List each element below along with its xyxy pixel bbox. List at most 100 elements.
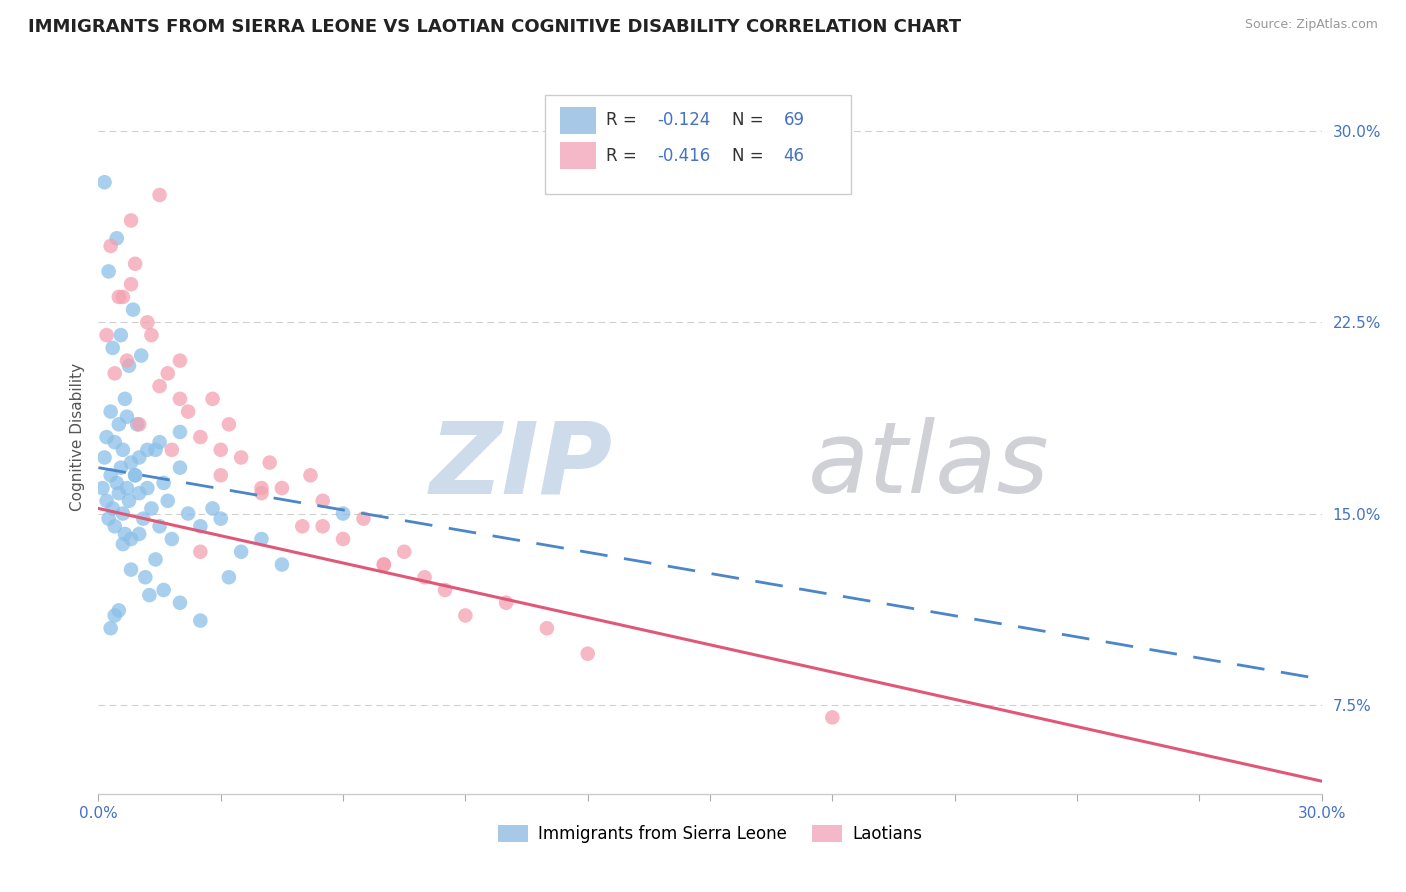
Point bbox=[270, 481, 294, 495]
Point bbox=[104, 435, 127, 450]
Point bbox=[114, 392, 136, 406]
Point bbox=[120, 563, 142, 577]
Point bbox=[250, 481, 273, 495]
Point bbox=[145, 552, 167, 566]
Point bbox=[105, 231, 128, 245]
Point bbox=[100, 621, 122, 635]
Point bbox=[101, 341, 124, 355]
Point bbox=[169, 392, 191, 406]
Text: R =: R = bbox=[606, 147, 643, 165]
Point bbox=[93, 450, 115, 465]
Point bbox=[454, 608, 477, 623]
Text: N =: N = bbox=[733, 147, 769, 165]
Point bbox=[433, 582, 456, 597]
Point bbox=[122, 302, 145, 317]
Point bbox=[270, 558, 294, 572]
Point bbox=[100, 468, 122, 483]
Point bbox=[291, 519, 314, 533]
Point bbox=[91, 481, 114, 495]
Text: R =: R = bbox=[606, 112, 643, 129]
Point bbox=[332, 507, 354, 521]
Point bbox=[115, 409, 138, 424]
Point bbox=[136, 481, 159, 495]
Point bbox=[127, 417, 149, 432]
Point bbox=[120, 213, 142, 227]
Point bbox=[209, 468, 232, 483]
Point bbox=[97, 264, 120, 278]
Point bbox=[111, 537, 134, 551]
Point bbox=[114, 527, 136, 541]
Point bbox=[156, 367, 179, 381]
FancyBboxPatch shape bbox=[560, 143, 596, 169]
Y-axis label: Cognitive Disability: Cognitive Disability bbox=[69, 363, 84, 511]
Text: -0.416: -0.416 bbox=[658, 147, 710, 165]
Point bbox=[188, 545, 212, 559]
Point bbox=[152, 582, 174, 597]
Point bbox=[124, 468, 146, 483]
Point bbox=[100, 239, 122, 253]
Point bbox=[128, 450, 150, 465]
Point bbox=[115, 481, 138, 495]
Point bbox=[156, 493, 179, 508]
Point bbox=[536, 621, 558, 635]
Point bbox=[392, 545, 416, 559]
Point bbox=[101, 501, 124, 516]
Point bbox=[110, 460, 132, 475]
Point bbox=[120, 532, 142, 546]
Point bbox=[209, 442, 232, 457]
Point bbox=[111, 507, 134, 521]
Point bbox=[128, 486, 150, 500]
Point bbox=[141, 328, 163, 343]
Point bbox=[495, 596, 517, 610]
Text: 46: 46 bbox=[783, 147, 804, 165]
Point bbox=[134, 570, 156, 584]
Point bbox=[177, 507, 200, 521]
Point bbox=[218, 570, 240, 584]
Point bbox=[129, 349, 152, 363]
Point bbox=[312, 493, 335, 508]
Text: -0.124: -0.124 bbox=[658, 112, 711, 129]
Point bbox=[93, 175, 115, 189]
Point bbox=[124, 257, 146, 271]
Point bbox=[188, 519, 212, 533]
Point bbox=[111, 290, 134, 304]
Point bbox=[104, 519, 127, 533]
Point bbox=[96, 328, 118, 343]
Point bbox=[299, 468, 322, 483]
Point bbox=[105, 475, 128, 490]
Legend: Immigrants from Sierra Leone, Laotians: Immigrants from Sierra Leone, Laotians bbox=[492, 818, 928, 850]
Point bbox=[231, 450, 253, 465]
Point bbox=[108, 290, 131, 304]
Point bbox=[138, 588, 160, 602]
Point bbox=[118, 493, 141, 508]
Point bbox=[145, 442, 167, 457]
Text: atlas: atlas bbox=[808, 417, 1049, 514]
Point bbox=[128, 527, 150, 541]
Point bbox=[124, 468, 146, 483]
Point bbox=[160, 442, 183, 457]
Point bbox=[118, 359, 141, 373]
Point bbox=[352, 511, 374, 525]
Point bbox=[108, 486, 131, 500]
Point bbox=[149, 435, 172, 450]
Point bbox=[188, 430, 212, 444]
Text: N =: N = bbox=[733, 112, 769, 129]
Point bbox=[111, 442, 134, 457]
Point bbox=[110, 328, 132, 343]
Point bbox=[104, 608, 127, 623]
Text: IMMIGRANTS FROM SIERRA LEONE VS LAOTIAN COGNITIVE DISABILITY CORRELATION CHART: IMMIGRANTS FROM SIERRA LEONE VS LAOTIAN … bbox=[28, 18, 962, 36]
Point bbox=[132, 511, 155, 525]
Point bbox=[250, 532, 273, 546]
Text: 69: 69 bbox=[783, 112, 804, 129]
Point bbox=[149, 379, 172, 393]
Point bbox=[120, 456, 142, 470]
Text: Source: ZipAtlas.com: Source: ZipAtlas.com bbox=[1244, 18, 1378, 31]
Point bbox=[209, 511, 232, 525]
Point bbox=[108, 603, 131, 617]
Point bbox=[152, 475, 174, 490]
Point bbox=[136, 442, 159, 457]
Point bbox=[104, 367, 127, 381]
Point bbox=[218, 417, 240, 432]
Point bbox=[96, 430, 118, 444]
Point bbox=[177, 404, 200, 418]
